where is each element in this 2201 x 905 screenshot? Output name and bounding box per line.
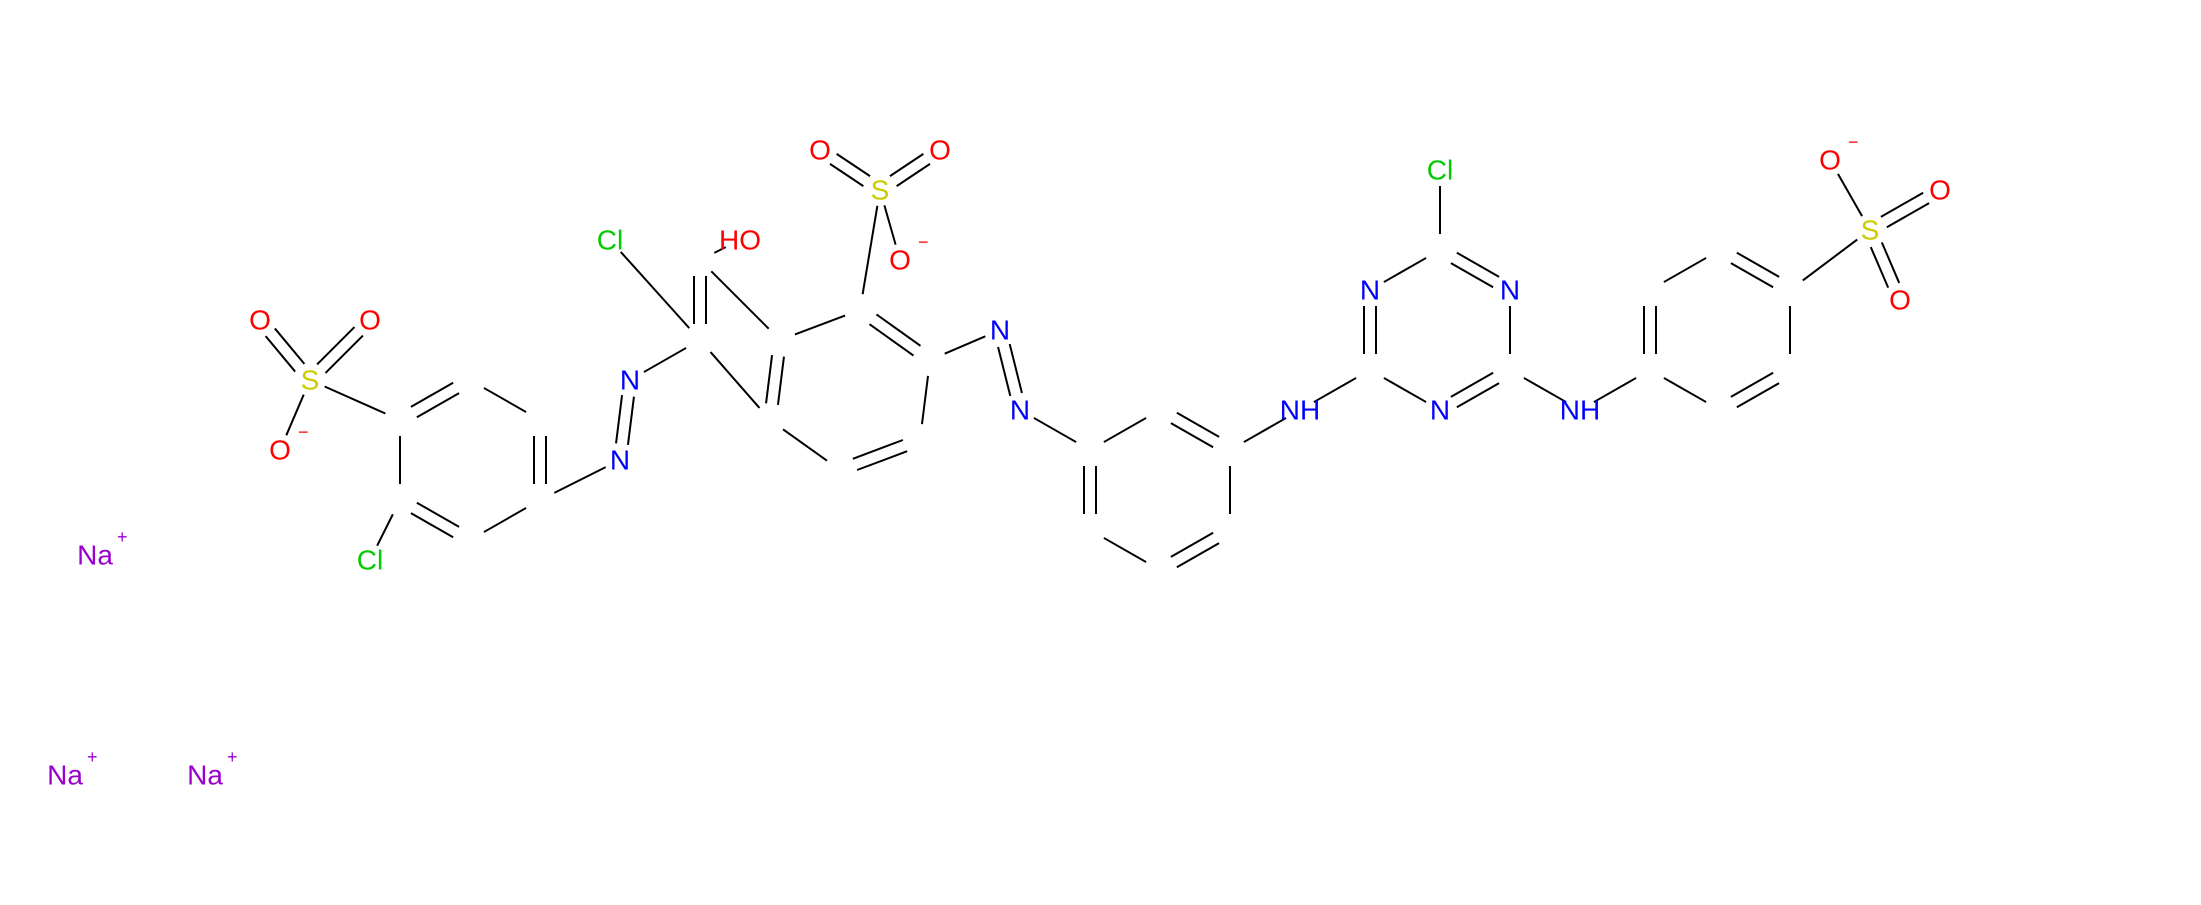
atom-o1b: O (359, 305, 381, 336)
atom-o1c: O (269, 435, 291, 466)
svg-text:+: + (227, 747, 238, 767)
atom-cl1: Cl (357, 545, 383, 576)
atom-n1: N (610, 445, 630, 476)
atom-n2: N (620, 365, 640, 396)
atom-cl3: Cl (1427, 155, 1453, 186)
atom-n7: N (1500, 275, 1520, 306)
ion-na: Na (77, 540, 113, 571)
svg-text:+: + (117, 527, 128, 547)
svg-text:−: − (298, 422, 309, 442)
ion-na: Na (187, 760, 223, 791)
atom-o2a: O (809, 135, 831, 166)
atom-o3a: O (1819, 145, 1841, 176)
atom-n5: NH (1280, 395, 1320, 426)
atom-o2b: O (929, 135, 951, 166)
atom-s3: S (1861, 215, 1880, 246)
svg-text:−: − (1848, 132, 1859, 152)
atom-s2: S (871, 175, 890, 206)
atom-n8: N (1430, 395, 1450, 426)
atom-cl2: Cl (597, 225, 623, 256)
atom-o3b: O (1929, 175, 1951, 206)
atom-n3: N (990, 315, 1010, 346)
atom-n9: NH (1560, 395, 1600, 426)
atom-oh: HO (719, 225, 761, 256)
atom-s1: S (301, 365, 320, 396)
atom-o3c: O (1889, 285, 1911, 316)
svg-text:−: − (918, 232, 929, 252)
ion-na: Na (47, 760, 83, 791)
svg-text:+: + (87, 747, 98, 767)
atom-n4: N (1010, 395, 1030, 426)
atom-n6: N (1360, 275, 1380, 306)
molecule-diagram: SOOO−ClClNNHOSOOO−NNNHNClNNNHSO−OONa+Na+… (0, 0, 2201, 905)
atom-o2c: O (889, 245, 911, 276)
atom-o1a: O (249, 305, 271, 336)
